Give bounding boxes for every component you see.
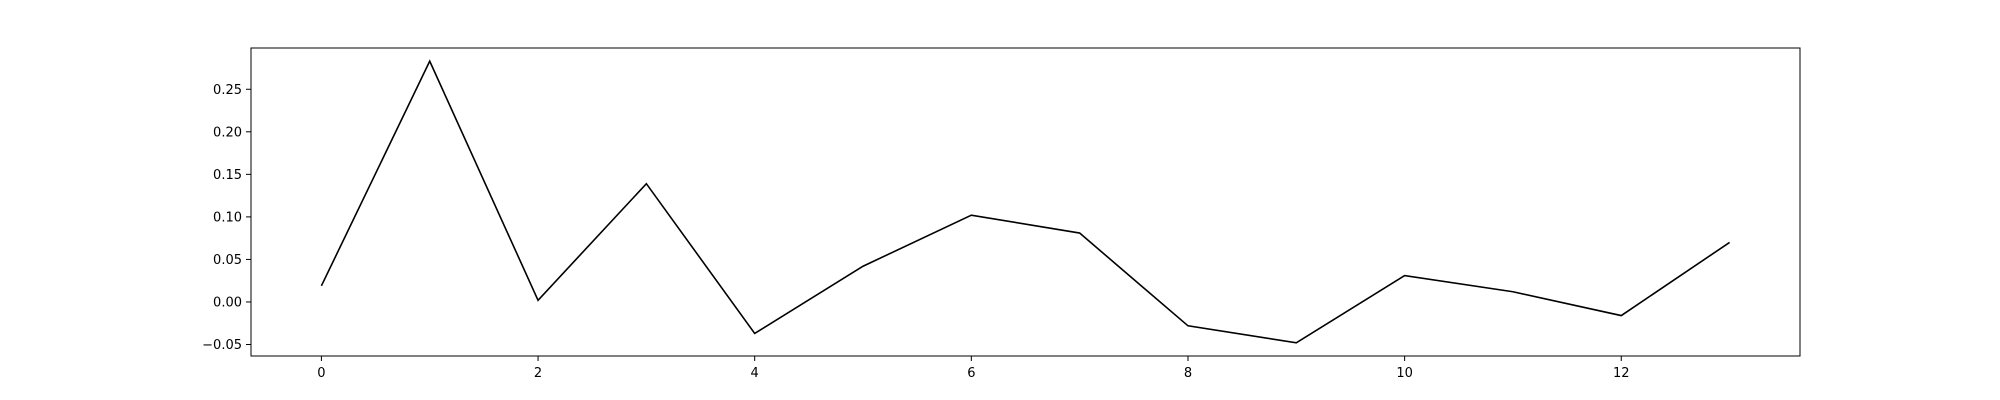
x-tick-label: 0 [317, 366, 325, 381]
y-tick-label: 0.00 [213, 295, 242, 310]
x-tick-label: 6 [967, 366, 975, 381]
x-tick-label: 10 [1396, 366, 1413, 381]
series-layer [320, 59, 1731, 344]
y-tick-label: 0.10 [213, 210, 242, 225]
x-tick-label: 4 [751, 366, 759, 381]
y-tick-label: 0.15 [213, 168, 242, 183]
x-tick-label: 8 [1184, 366, 1192, 381]
x-tick-label: 12 [1613, 366, 1630, 381]
y-tick-label: 0.25 [213, 83, 242, 98]
y-tick-label: 0.20 [213, 125, 242, 140]
y-tick-label: 0.05 [213, 253, 242, 268]
x-tick-label: 2 [534, 366, 542, 381]
plot-frame [250, 47, 1801, 357]
y-tick-label: −0.05 [202, 338, 242, 353]
ticks-layer: 0 2 4 6 8 10 12 −0.05 0.00 0.05 0.10 0.15 0.20 0.25 [202, 83, 1629, 381]
series-line-0 [320, 59, 1731, 344]
